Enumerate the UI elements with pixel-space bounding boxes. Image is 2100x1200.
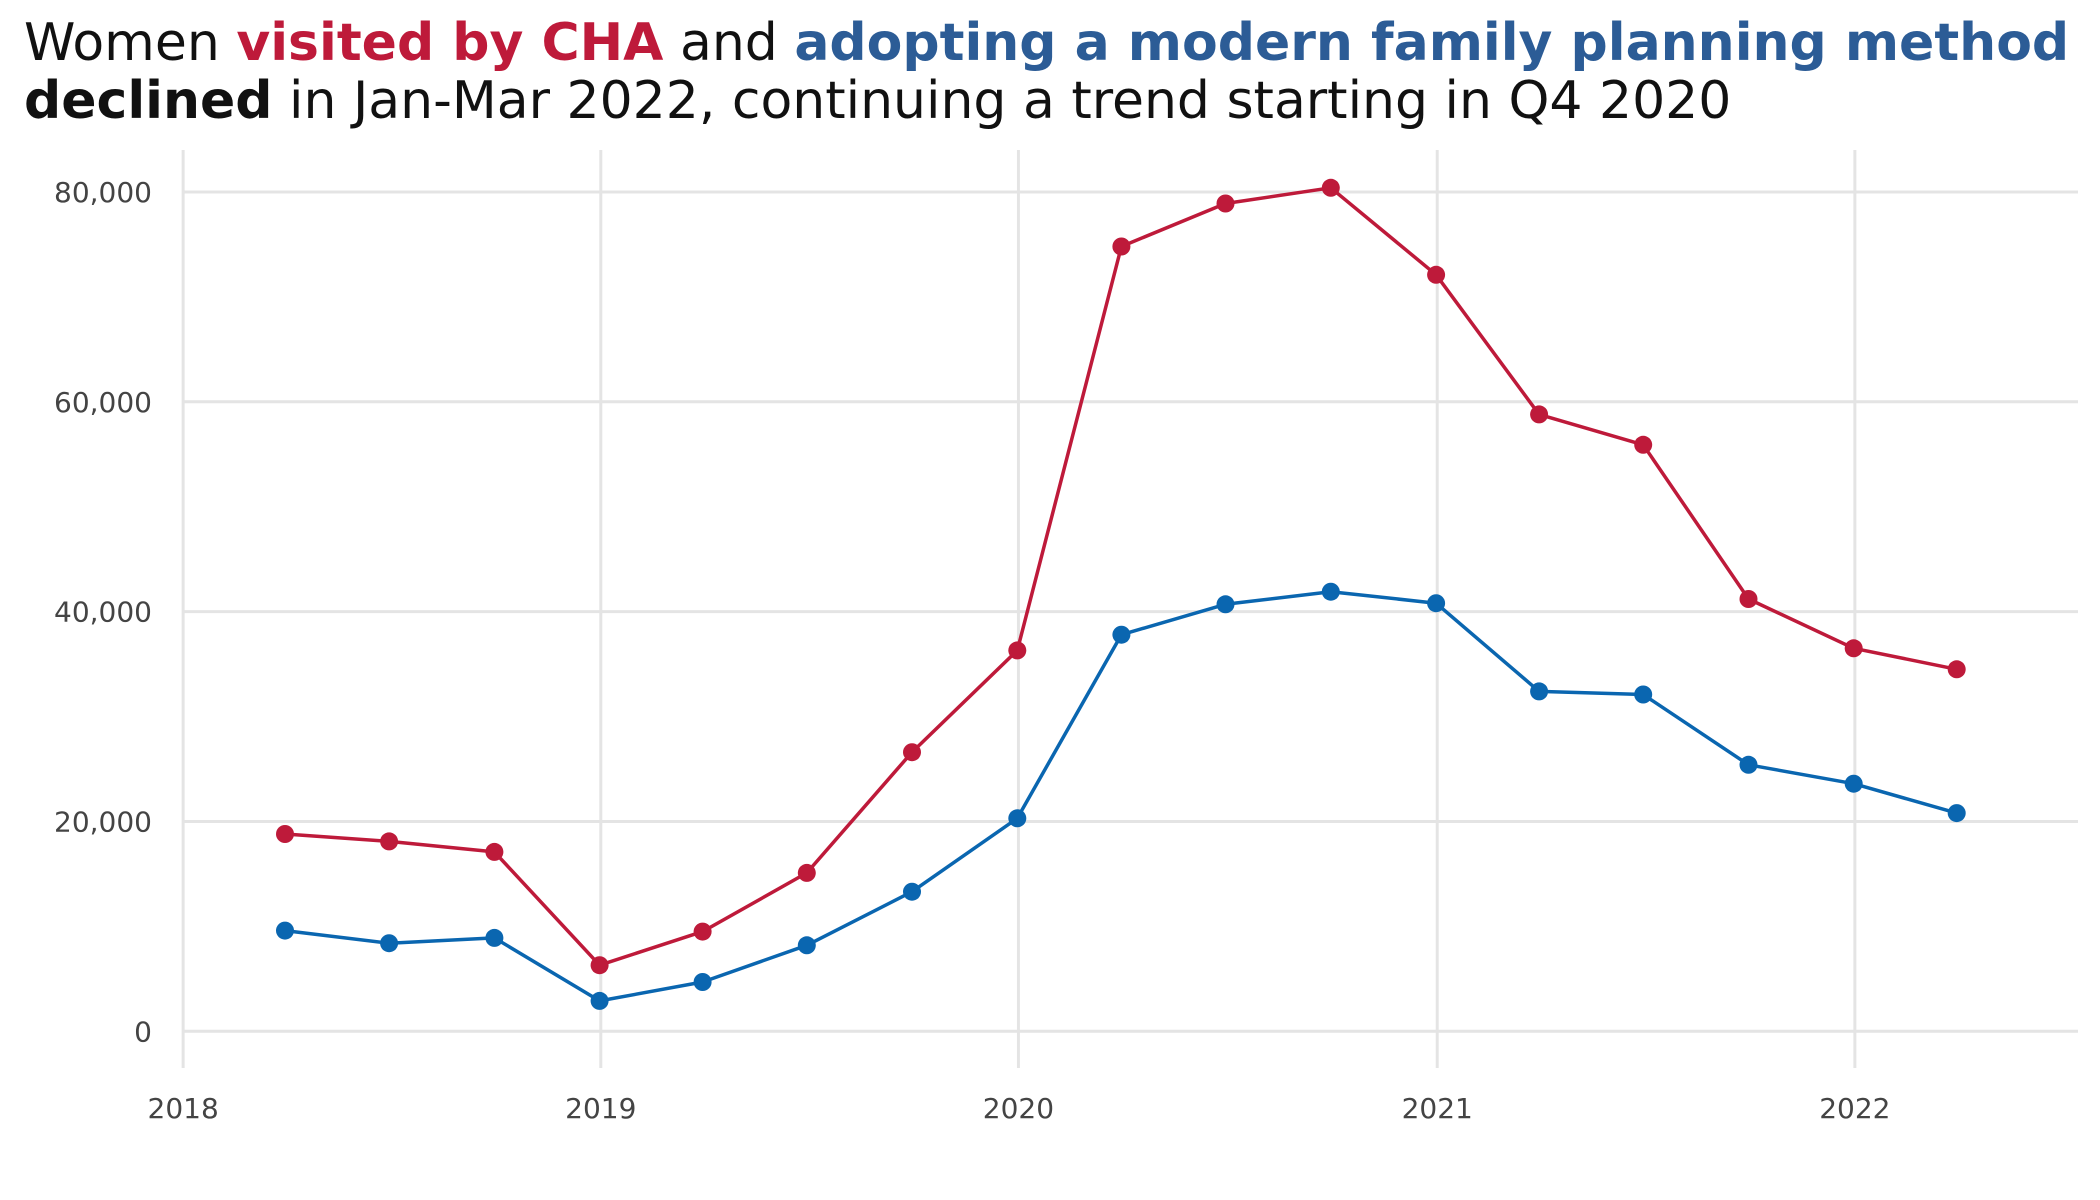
data-point-visited: [1216, 194, 1235, 213]
y-tick-label: 0: [134, 1015, 152, 1048]
title-text-declined: declined: [24, 71, 273, 131]
y-tick-label: 20,000: [54, 805, 152, 838]
data-point-adopting: [276, 921, 294, 940]
title-text-trend: in Jan-Mar 2022, continuing a trend star…: [272, 71, 1732, 131]
data-point-adopting: [1739, 755, 1758, 774]
data-point-visited: [1739, 590, 1758, 608]
data-point-visited: [693, 922, 712, 941]
data-point-adopting: [1530, 682, 1549, 701]
data-point-visited: [485, 842, 504, 861]
title-text-adopting-method: adopting a modern family planning method: [794, 13, 2070, 73]
data-point-visited: [1634, 435, 1653, 454]
series-line-adopting: [283, 589, 1959, 1003]
data-point-visited: [1112, 237, 1131, 256]
data-point-adopting: [1321, 582, 1340, 601]
x-tick-label: 2021: [1402, 1092, 1473, 1125]
series-adopting: [276, 582, 1966, 1010]
data-point-visited: [1844, 639, 1863, 658]
title-text-women: Women: [24, 13, 237, 73]
x-tick-label: 2018: [148, 1092, 219, 1125]
series-line-visited: [283, 186, 1959, 967]
data-point-visited: [1530, 405, 1549, 424]
data-point-visited: [1427, 265, 1446, 284]
data-point-visited: [1008, 641, 1027, 660]
data-point-adopting: [485, 928, 504, 947]
title-text-and: and: [663, 13, 795, 73]
y-tick-label: 80,000: [54, 176, 152, 209]
y-tick-label: 40,000: [54, 596, 152, 629]
data-point-visited: [276, 825, 294, 843]
data-point-adopting: [1634, 685, 1653, 704]
data-point-adopting: [903, 882, 921, 901]
data-point-visited: [903, 743, 921, 762]
data-point-adopting: [797, 936, 816, 955]
chart-title-line-2: declined in Jan-Mar 2022, continuing a t…: [24, 72, 2074, 130]
data-point-adopting: [1216, 595, 1235, 614]
data-point-visited: [380, 832, 399, 851]
axes: 0 20,000 40,000 60,000 80,000 2018 2019 2020 202…: [54, 176, 1890, 1125]
data-point-adopting: [590, 991, 609, 1010]
data-point-visited: [590, 956, 609, 975]
x-tick-label: 2020: [983, 1092, 1054, 1125]
y-tick-label: 60,000: [54, 386, 152, 419]
x-tick-label: 2019: [565, 1092, 636, 1125]
data-point-adopting: [380, 934, 399, 953]
data-point-adopting: [1947, 804, 1966, 823]
data-point-visited: [1947, 660, 1966, 679]
data-point-adopting: [1427, 594, 1446, 613]
x-tick-label: 2022: [1819, 1092, 1890, 1125]
data-point-adopting: [1844, 774, 1863, 793]
chart-title-line-1: Women visited by CHA and adopting a mode…: [24, 14, 2074, 72]
series-visited: [276, 178, 1966, 975]
series-lines: [276, 178, 1966, 1010]
data-point-visited: [797, 863, 816, 882]
data-point-adopting: [1112, 625, 1131, 644]
chart-title: Women visited by CHA and adopting a mode…: [24, 14, 2074, 130]
data-point-adopting: [1008, 809, 1027, 828]
data-point-visited: [1321, 178, 1340, 197]
grid-lines: [181, 150, 2078, 1068]
title-text-visited-by-cha: visited by CHA: [236, 13, 664, 73]
data-point-adopting: [693, 973, 712, 991]
